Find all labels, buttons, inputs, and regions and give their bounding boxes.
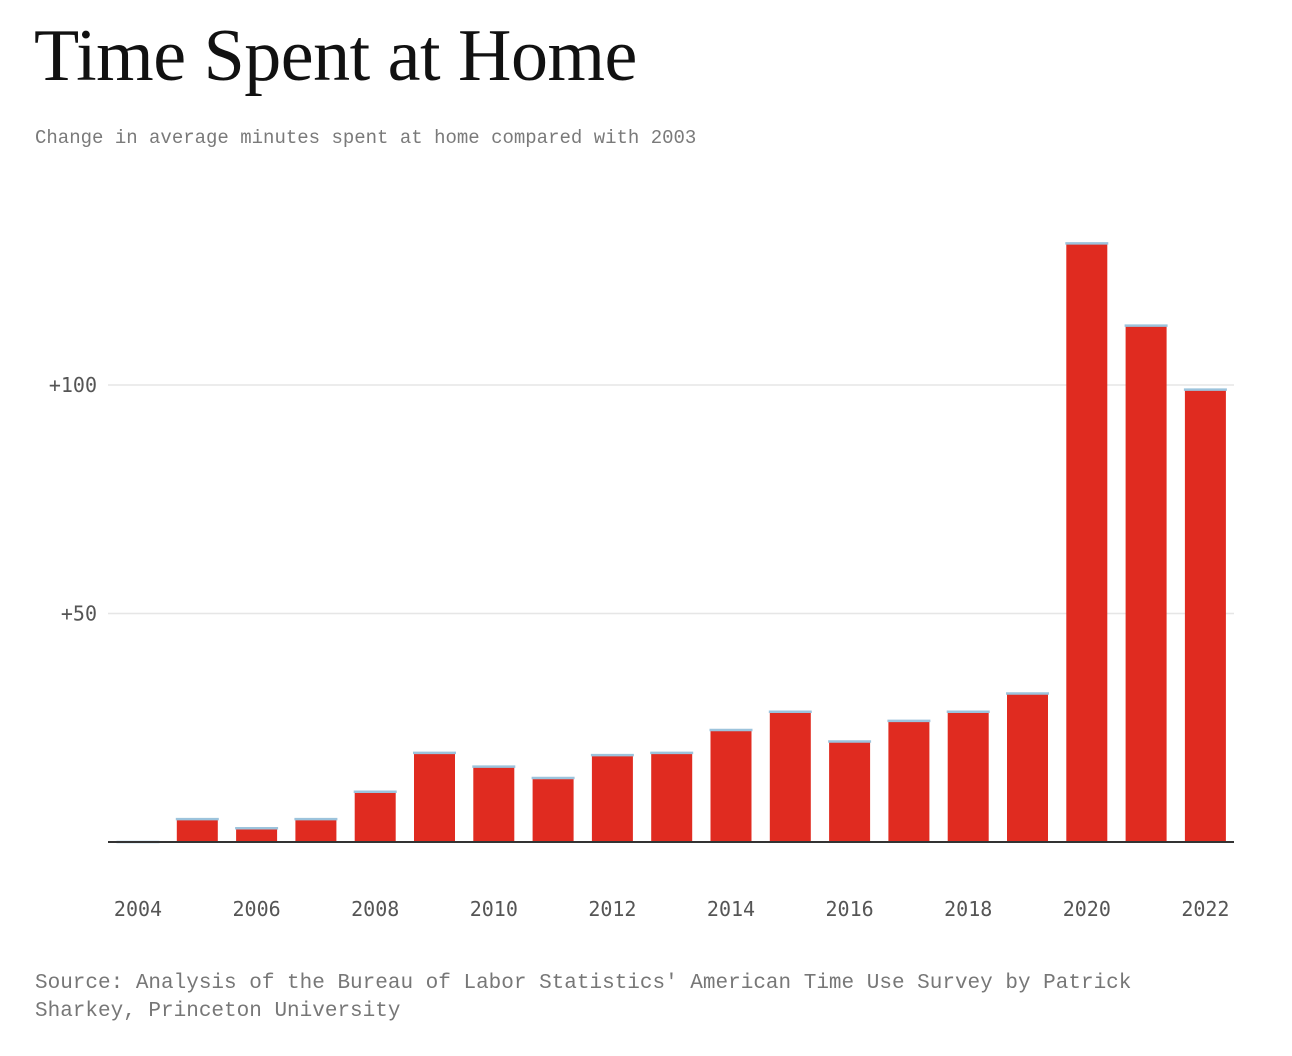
- bar: [414, 752, 455, 842]
- bar: [532, 778, 574, 842]
- bar: [1007, 693, 1048, 842]
- x-tick-label: 2014: [707, 897, 755, 921]
- bar: [591, 755, 633, 842]
- x-tick-label: 2006: [233, 897, 281, 921]
- x-tick-label: 2008: [351, 897, 399, 921]
- bar: [1184, 389, 1226, 842]
- bar: [354, 791, 396, 842]
- y-tick-label: +50: [61, 602, 97, 626]
- y-tick-label: +100: [49, 373, 97, 397]
- bar: [176, 819, 218, 842]
- bar-chart: +50 +100 2004 2006 2008 2010 2012 2014 2016 2018 2…: [49, 242, 1234, 921]
- source-note: Source: Analysis of the Bureau of Labor …: [35, 972, 1132, 1023]
- x-tick-label: 2016: [826, 897, 874, 921]
- bar: [1125, 325, 1167, 843]
- bar: [1066, 243, 1108, 842]
- x-tick-label: 2018: [944, 897, 992, 921]
- bar: [473, 766, 515, 842]
- bar: [888, 720, 930, 842]
- x-tick-label: 2020: [1063, 897, 1111, 921]
- bar: [236, 828, 278, 842]
- x-tick-label: 2010: [470, 897, 518, 921]
- chart-subtitle: Change in average minutes spent at home …: [35, 127, 697, 149]
- bar: [769, 711, 811, 842]
- x-tick-label: 2012: [588, 897, 636, 921]
- bar: [651, 752, 693, 842]
- chart-title: Time Spent at Home: [34, 15, 637, 97]
- x-tick-label: 2004: [114, 897, 162, 921]
- bar: [947, 711, 989, 842]
- bar: [710, 730, 752, 842]
- bar: [295, 819, 337, 842]
- bar: [829, 741, 871, 842]
- x-tick-label: 2022: [1181, 897, 1229, 921]
